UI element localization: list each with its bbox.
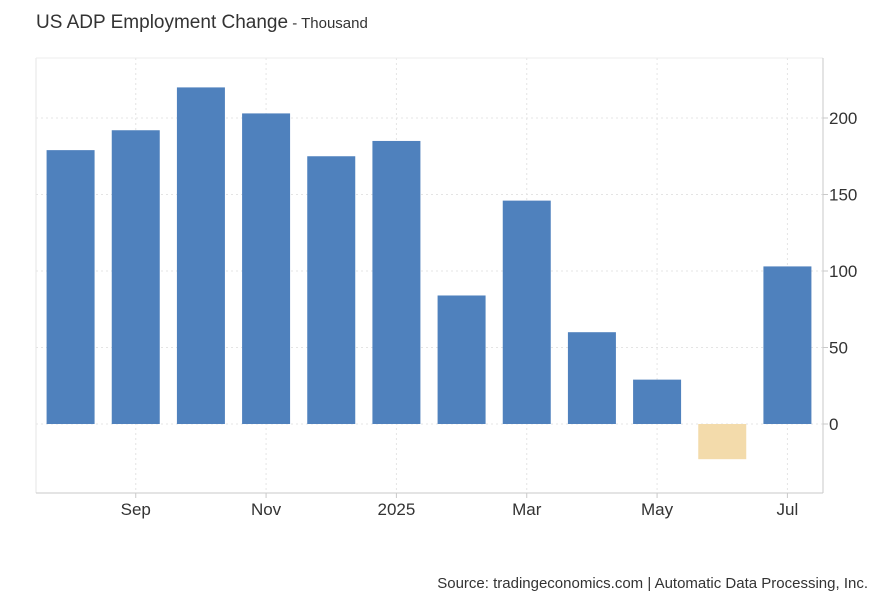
bar-jul (763, 266, 812, 424)
bar-oct (176, 87, 225, 425)
bar-mar (502, 200, 551, 424)
bar-jun (698, 424, 747, 460)
y-tick-label: 200 (829, 109, 857, 128)
y-tick-label: 150 (829, 186, 857, 205)
x-tick-label: Mar (512, 500, 542, 519)
grid-lines (36, 58, 823, 493)
bar-nov (242, 113, 291, 424)
bar-aug (46, 150, 95, 424)
tick-labels: 0 50 100 150 200 Sep Nov 2025 Mar May Jul (121, 109, 858, 519)
x-tick-label: Jul (777, 500, 799, 519)
axes (35, 57, 828, 498)
source-note: Source: tradingeconomics.com | Automatic… (437, 575, 868, 592)
x-tick-label: Sep (121, 500, 151, 519)
y-tick-label: 0 (829, 415, 838, 434)
bar-2025 (372, 140, 421, 424)
bar-may (633, 379, 682, 424)
x-tick-label: 2025 (378, 500, 416, 519)
bar-feb (437, 295, 486, 424)
bar-apr (567, 332, 616, 424)
x-tick-label: Nov (251, 500, 282, 519)
y-tick-label: 50 (829, 339, 848, 358)
chart-title-block: US ADP Employment Change - Thousand (36, 12, 368, 34)
bars (46, 87, 812, 460)
bar-sep (111, 130, 160, 425)
bar-dec (307, 156, 356, 424)
chart-subtitle: - Thousand (288, 15, 368, 32)
chart-title: US ADP Employment Change (36, 12, 289, 33)
y-tick-label: 100 (829, 262, 857, 281)
x-tick-label: May (641, 500, 674, 519)
